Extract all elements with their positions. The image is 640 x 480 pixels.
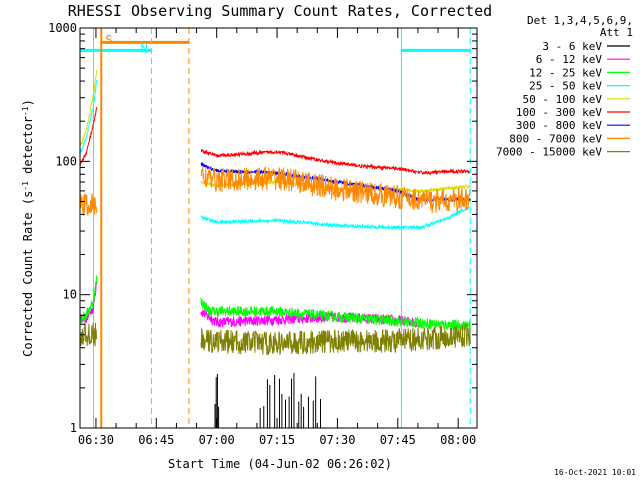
series-line <box>200 149 471 176</box>
y-tick-label: 10 <box>63 288 77 302</box>
series-7000_15000keV <box>79 321 471 356</box>
y-axis-label: Corrected Count Rate (s-1 detector-1) <box>21 99 36 357</box>
series-line <box>200 323 471 356</box>
y-axis-label-exp2: -1 <box>21 106 30 116</box>
axes: 06:30 06:45 07:00 07:15 07:30 07:45 08:00 1 10 10… <box>48 21 478 447</box>
series-line <box>79 281 98 324</box>
x-tick-label: 07:15 <box>259 433 295 447</box>
flag-label-n: N <box>140 42 147 56</box>
y-axis-label-main: Corrected Count Rate (s <box>21 191 35 357</box>
y-axis-label-mid: detector <box>21 116 35 181</box>
series-line <box>200 297 471 332</box>
x-tick-label: 06:30 <box>78 433 114 447</box>
legend-label: 25 - 50 keV <box>529 80 602 93</box>
y-axis-label-end: ) <box>21 99 35 106</box>
legend-label: 50 - 100 keV <box>523 93 603 106</box>
legend-header: Det 1,3,4,5,6,9, <box>527 14 633 27</box>
series-3_6keV <box>214 373 322 428</box>
y-tick-label: 100 <box>55 154 77 168</box>
series-line <box>79 193 98 217</box>
series-line <box>79 70 98 146</box>
legend-label: 6 - 12 keV <box>536 53 603 66</box>
legend-label: 12 - 25 keV <box>529 66 602 79</box>
x-tick-label: 07:00 <box>199 433 235 447</box>
series-6_12keV <box>79 281 418 328</box>
legend-header-2: Att 1 <box>600 26 633 39</box>
series-line <box>79 321 98 347</box>
series-layer <box>79 70 471 428</box>
y-tick-label: 1000 <box>48 21 77 35</box>
series-100_300keV <box>79 106 471 176</box>
series-line <box>200 165 471 214</box>
series-line <box>200 205 471 231</box>
legend-label: 800 - 7000 keV <box>509 132 602 145</box>
x-axis-label: Start Time (04-Jun-02 06:26:02) <box>168 457 392 471</box>
series-800_7000keV <box>79 165 471 217</box>
series-line <box>79 106 98 166</box>
series-line <box>79 79 98 155</box>
plot-frame <box>79 27 478 429</box>
x-tick-label: 07:45 <box>380 433 416 447</box>
flag-label-s: S <box>105 33 112 47</box>
chart-title: RHESSI Observing Summary Count Rates, Co… <box>68 2 492 20</box>
y-axis-label-exp1: -1 <box>21 181 30 191</box>
y-tick-label: 1 <box>70 421 77 435</box>
series-12_25keV <box>79 275 471 332</box>
legend-label: 300 - 800 keV <box>516 119 602 132</box>
x-tick-label: 06:45 <box>138 433 174 447</box>
x-tick-label: 08:00 <box>440 433 476 447</box>
legend-label: 3 - 6 keV <box>542 40 602 53</box>
timestamp-label: 16-Oct-2021 10:01 <box>554 468 636 477</box>
legend-label: 7000 - 15000 keV <box>496 146 602 159</box>
x-tick-label: 07:30 <box>319 433 355 447</box>
legend-label: 100 - 300 keV <box>516 106 602 119</box>
series-25_50keV <box>79 79 471 231</box>
series-line <box>79 275 98 324</box>
